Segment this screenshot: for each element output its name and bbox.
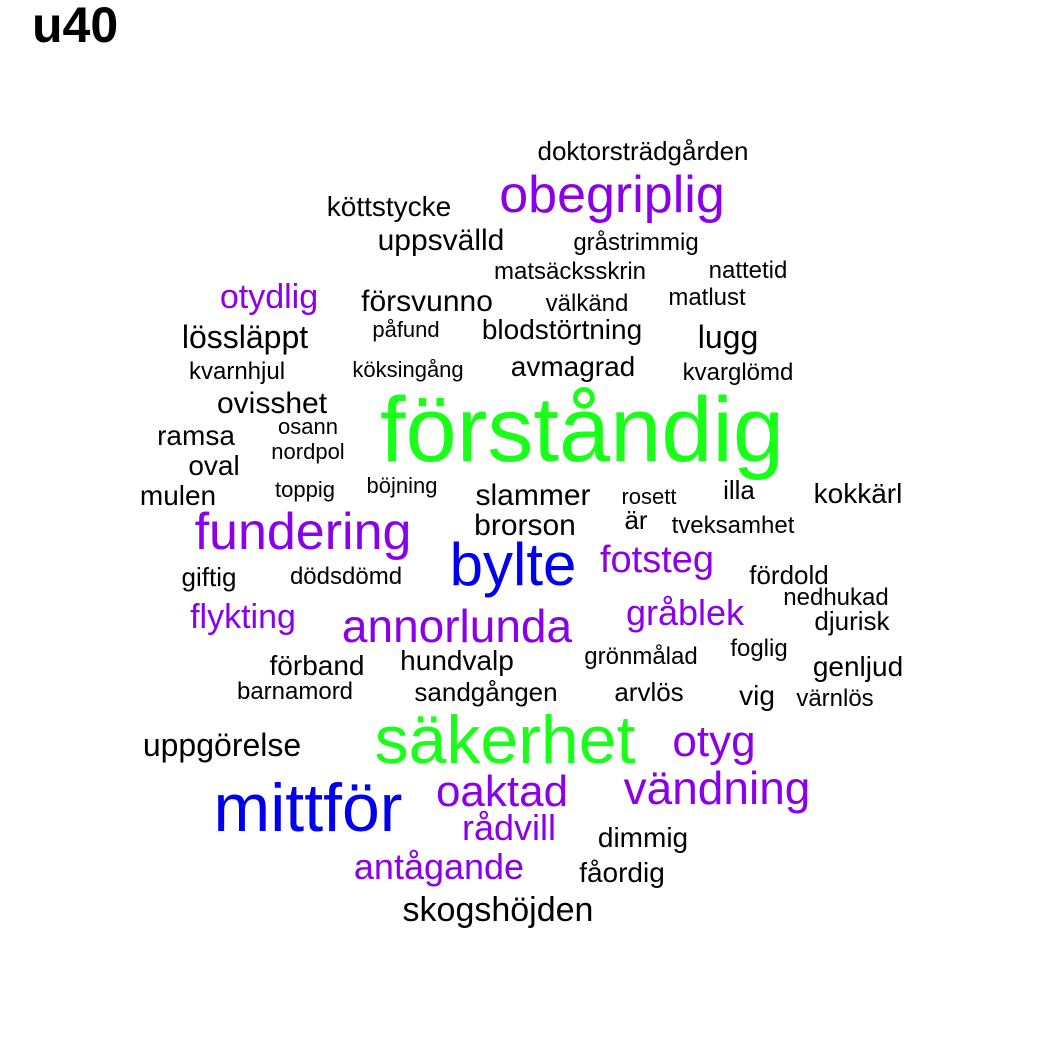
- cloud-word: hundvalp: [400, 645, 514, 676]
- cloud-word: gråstrimmig: [573, 229, 699, 256]
- cloud-word: djurisk: [814, 606, 890, 636]
- cloud-word: matsäcksskrin: [493, 258, 647, 285]
- cloud-word: uppgörelse: [142, 727, 302, 763]
- cloud-word: giftig: [181, 562, 237, 592]
- cloud-word: är: [624, 505, 648, 535]
- cloud-word: förband: [269, 650, 365, 681]
- cloud-word: dödsdömd: [289, 563, 403, 590]
- cloud-word: kvarglömd: [682, 359, 794, 386]
- cloud-word: tveksamhet: [671, 512, 795, 539]
- cloud-word: kvarnhjul: [188, 358, 286, 385]
- cloud-word: gråblek: [625, 592, 745, 633]
- cloud-word: arvlös: [614, 677, 684, 707]
- cloud-word: böjning: [366, 473, 438, 498]
- cloud-word: oaktad: [435, 767, 569, 816]
- page-title: u40: [32, 0, 119, 53]
- cloud-word: doktorsträdgården: [537, 136, 749, 166]
- cloud-word: påfund: [372, 317, 440, 342]
- cloud-word: toppig: [275, 477, 335, 502]
- cloud-word: annorlunda: [341, 600, 573, 652]
- cloud-word: sandgången: [414, 677, 558, 707]
- cloud-word: välkänd: [545, 290, 629, 317]
- cloud-word: slammer: [475, 479, 591, 512]
- cloud-word: förståndig: [379, 379, 785, 481]
- cloud-word: blodstörtning: [481, 314, 643, 345]
- cloud-word: fotsteg: [599, 539, 715, 581]
- cloud-word: ovisshet: [216, 387, 328, 420]
- cloud-word: värnlös: [796, 685, 874, 712]
- cloud-word: ramsa: [157, 420, 235, 451]
- cloud-word: antågande: [353, 846, 525, 887]
- cloud-word: matlust: [668, 284, 746, 311]
- cloud-word: fåordig: [579, 857, 665, 888]
- cloud-word: vändning: [623, 762, 811, 814]
- cloud-word: nedhukad: [783, 584, 889, 611]
- cloud-word: bylte: [449, 531, 577, 598]
- cloud-word: säkerhet: [374, 702, 636, 778]
- cloud-word: fördold: [749, 560, 829, 590]
- cloud-word: fundering: [194, 503, 412, 561]
- cloud-word: osann: [278, 414, 338, 439]
- cloud-word: mittför: [213, 770, 403, 846]
- cloud-word: försvunno: [361, 285, 493, 318]
- cloud-word: dimmig: [597, 822, 689, 853]
- cloud-word: uppsvälld: [377, 224, 505, 257]
- cloud-word: oval: [188, 450, 240, 481]
- cloud-word: barnamord: [236, 678, 354, 705]
- cloud-word: mulen: [139, 480, 217, 511]
- cloud-word: illa: [723, 475, 755, 505]
- cloud-word: rådvill: [461, 807, 557, 848]
- cloud-word: kokkärl: [813, 478, 903, 509]
- cloud-word: vig: [739, 680, 775, 711]
- cloud-word: nordpol: [271, 439, 345, 464]
- cloud-word: rosett: [621, 484, 677, 509]
- cloud-word: brorson: [474, 509, 576, 542]
- cloud-word: köttstycke: [326, 191, 452, 222]
- cloud-word: grönmålad: [584, 643, 698, 670]
- cloud-word: otydlig: [219, 278, 319, 316]
- cloud-word: flykting: [190, 598, 296, 636]
- cloud-word: nattetid: [708, 257, 788, 284]
- cloud-word: otyg: [672, 717, 756, 766]
- cloud-word: genljud: [812, 651, 904, 682]
- cloud-word: skogshöjden: [402, 891, 594, 929]
- cloud-word: avmagrad: [510, 351, 636, 382]
- cloud-word: obegriplig: [499, 166, 725, 224]
- cloud-word: foglig: [730, 635, 788, 662]
- cloud-word: lugg: [697, 319, 759, 355]
- cloud-word: lössläppt: [181, 319, 309, 355]
- cloud-word: köksingång: [352, 357, 464, 382]
